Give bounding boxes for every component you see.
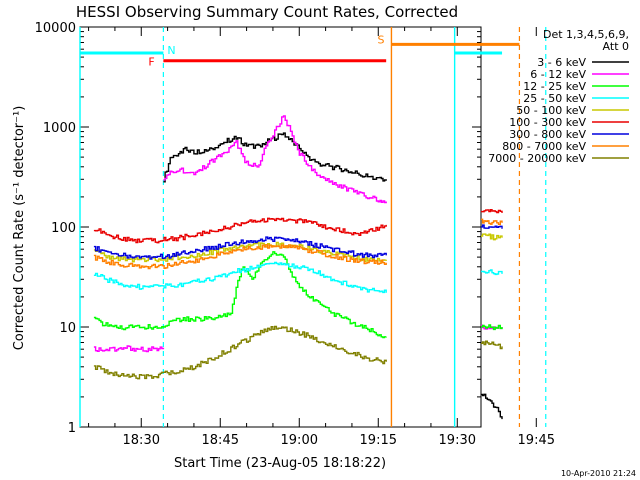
- y-axis-label: Corrected Count Rate (s⁻¹ detector⁻¹): [12, 106, 27, 351]
- legend-label: 300 - 800 keV: [509, 128, 586, 141]
- series-line: [93, 251, 387, 339]
- x-axis-label: Start Time (23-Aug-05 18:18:22): [174, 456, 386, 471]
- saa-marker-label: S: [377, 33, 384, 46]
- series-line: [93, 261, 387, 294]
- legend-label: 3 - 6 keV: [537, 56, 586, 69]
- x-tick-label: 19:15: [360, 433, 397, 448]
- legend-label: 100 - 300 keV: [509, 116, 586, 129]
- series-line: [481, 393, 503, 420]
- y-tick-label: 10: [59, 321, 76, 336]
- legend-label: 800 - 7000 keV: [502, 140, 586, 153]
- series-line: [481, 340, 503, 350]
- series-line: [163, 132, 387, 183]
- series-line: [93, 241, 387, 263]
- series-line: [481, 269, 503, 276]
- y-tick-label: 100: [51, 221, 76, 236]
- y-tick-label: 1000: [43, 121, 76, 136]
- x-tick-label: 19:45: [518, 433, 555, 448]
- detector-info-line: Att 0: [603, 40, 629, 53]
- series-line: [93, 217, 387, 244]
- legend-label: 25 - 50 keV: [523, 92, 586, 105]
- series-line: [93, 345, 165, 353]
- legend-label: 50 - 100 keV: [516, 104, 586, 117]
- night-marker-label: N: [167, 44, 175, 57]
- plot-frame: [79, 26, 482, 428]
- series-line: [93, 236, 387, 260]
- series-line: [481, 224, 503, 229]
- x-tick-label: 18:45: [202, 433, 239, 448]
- plot-area: 1 10 100 1000 10000 18:30 18:45 19:00 19:15 19:30…: [35, 21, 555, 448]
- legend-label: 12 - 25 keV: [523, 80, 586, 93]
- series-line: [481, 233, 503, 241]
- chart-title: HESSI Observing Summary Count Rates, Cor…: [76, 3, 458, 21]
- flare-marker-label: F: [148, 56, 154, 69]
- series-line: [481, 209, 503, 214]
- series-line: [93, 325, 387, 380]
- series-line: [481, 218, 503, 226]
- y-tick-label: 10000: [35, 21, 76, 36]
- x-tick-label: 19:30: [439, 433, 476, 448]
- detector-info-line: Det 1,3,4,5,6,9,: [543, 28, 629, 41]
- legend-label: 7000 - 20000 keV: [488, 152, 586, 165]
- legend-label: 6 - 12 keV: [530, 68, 586, 81]
- y-tick-label: 1: [68, 421, 76, 436]
- series-line: [481, 324, 503, 331]
- x-tick-label: 18:30: [123, 433, 160, 448]
- series-line: [163, 115, 387, 204]
- series-line: [93, 244, 387, 270]
- footer-timestamp: 10-Apr-2010 21:24: [561, 469, 636, 478]
- x-tick-label: 19:00: [281, 433, 318, 448]
